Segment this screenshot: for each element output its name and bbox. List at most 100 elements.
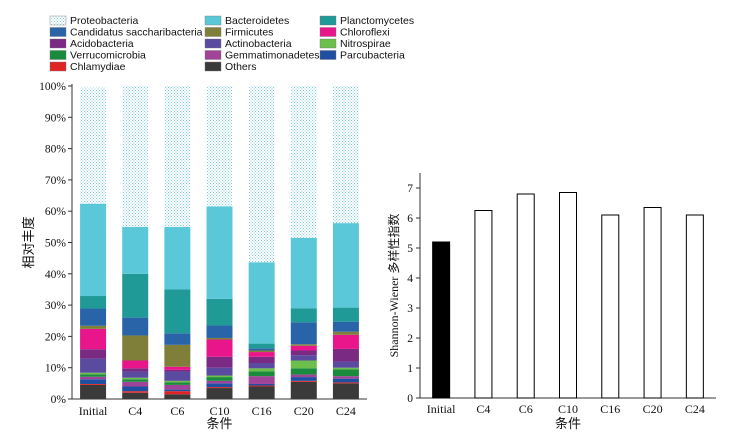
bar-segment-actinobacteria bbox=[206, 367, 233, 376]
legend-label: Nitrospirae bbox=[340, 38, 391, 50]
bar-segment-planctomycetes bbox=[290, 308, 317, 323]
legend-swatch bbox=[319, 27, 337, 37]
legend-label: Bacteroidetes bbox=[225, 15, 289, 27]
y-tick-label: 4 bbox=[407, 273, 413, 285]
y-tick-label: 2 bbox=[407, 333, 413, 345]
x-tick-label: C4 bbox=[128, 404, 142, 418]
legend-swatch bbox=[204, 15, 222, 26]
legend-item-acidobacteria: Acidobacteria bbox=[49, 38, 134, 50]
bar-segment-gemmatimonadetes bbox=[290, 374, 317, 378]
bar-segment-actinobacteria bbox=[80, 358, 107, 373]
bar-segment-actinobacteria bbox=[290, 355, 317, 361]
legend-swatch bbox=[204, 38, 222, 49]
x-tick-label: C20 bbox=[294, 404, 314, 418]
stacked-bar-c10 bbox=[206, 86, 233, 399]
x-tick-label: Initial bbox=[79, 404, 108, 418]
legend-item-proteobacteria: Proteobacteria bbox=[49, 15, 138, 27]
bar-segment-bacteroidetes bbox=[80, 203, 107, 297]
bar-segment-chlamydiae bbox=[164, 391, 191, 395]
bar-segment-bacteroidetes bbox=[332, 223, 359, 308]
bar-segment-verrucomicrobia bbox=[164, 382, 191, 385]
bar-segment-bacteroidetes bbox=[164, 226, 191, 290]
y-tick-label: 80% bbox=[45, 144, 67, 156]
bar-segment-planctomycetes bbox=[164, 289, 191, 334]
bar-segment-gemmatimonadetes bbox=[332, 376, 359, 379]
legend-label: Actinobacteria bbox=[225, 38, 292, 50]
stacked-bar-c20 bbox=[290, 86, 317, 399]
legend-swatch bbox=[49, 38, 67, 49]
legend-item-bacteroidetes: Bacteroidetes bbox=[204, 15, 289, 27]
y-axis-label: Shannon-Wiener 多样性指数 bbox=[386, 214, 401, 358]
legend-item-parcubacteria: Parcubacteria bbox=[319, 50, 405, 62]
bar-segment-acidobacteria bbox=[332, 348, 359, 362]
bar-segment-firmicutes bbox=[122, 335, 149, 361]
legend-label: Acidobacteria bbox=[70, 38, 134, 50]
bar-segment-candidatus-saccharibacteria bbox=[332, 321, 359, 332]
x-tick-label: C6 bbox=[170, 404, 184, 418]
bar-segment-parcubacteria bbox=[122, 386, 149, 392]
bar-segment-actinobacteria bbox=[248, 363, 275, 369]
y-tick-label: 100% bbox=[39, 81, 66, 93]
bar-segment-proteobacteria bbox=[80, 87, 107, 204]
bar-segment-parcubacteria bbox=[332, 378, 359, 383]
bar-segment-nitrospirae bbox=[164, 380, 191, 383]
legend-swatch bbox=[319, 15, 337, 26]
bar-segment-parcubacteria bbox=[206, 383, 233, 388]
x-axis-label: 条件 bbox=[206, 416, 232, 431]
bar-segment-firmicutes bbox=[206, 337, 233, 340]
legend-label: Chloroflexi bbox=[340, 27, 390, 39]
bar-segment-parcubacteria bbox=[80, 379, 107, 384]
bar-segment-firmicutes bbox=[80, 325, 107, 329]
y-tick-label: 10% bbox=[45, 363, 67, 375]
bar-segment-proteobacteria bbox=[290, 86, 317, 238]
legend-swatch bbox=[319, 50, 337, 60]
legend-swatch bbox=[49, 15, 67, 26]
bar-segment-chlamydiae bbox=[80, 383, 107, 385]
legend-item-gemmatimonadetes: Gemmatimonadetes bbox=[204, 50, 320, 62]
bar-segment-planctomycetes bbox=[206, 298, 233, 326]
bar-segment-nitrospirae bbox=[290, 360, 317, 369]
stacked-bar-initial bbox=[80, 87, 107, 399]
x-tick-label: Initial bbox=[427, 402, 456, 416]
bar-segment-chlamydiae bbox=[122, 391, 149, 393]
bar-segment-firmicutes bbox=[164, 344, 191, 367]
legend-label: Candidatus saccharibacteria bbox=[70, 27, 203, 39]
diversity-index-chart: 0 1 2 3 4 5 6 7 Initial C4 C6 C10 C16 C20 C24 条件 Shannon… bbox=[386, 173, 716, 431]
legend-item-verrucomicrobia: Verrucomicrobia bbox=[49, 50, 146, 62]
legend-label: Proteobacteria bbox=[70, 15, 138, 27]
bar-segment-actinobacteria bbox=[164, 371, 191, 381]
legend-item-candidatus-saccharibacteria: Candidatus saccharibacteria bbox=[49, 27, 203, 39]
bar-segment-gemmatimonadetes bbox=[122, 381, 149, 387]
bar-segment-bacteroidetes bbox=[248, 262, 275, 344]
stacked-bar-c16 bbox=[248, 86, 275, 399]
legend-label: Parcubacteria bbox=[340, 50, 405, 62]
bar-segment-acidobacteria bbox=[290, 350, 317, 356]
bar-segment-nitrospirae bbox=[122, 377, 149, 380]
bar-segment-acidobacteria bbox=[248, 356, 275, 364]
x-tick-label: C16 bbox=[252, 404, 272, 418]
bar-segment-proteobacteria bbox=[122, 86, 149, 227]
y-tick-label: 5 bbox=[407, 243, 413, 255]
y-tick-label: 40% bbox=[45, 269, 67, 281]
bar-segment-gemmatimonadetes bbox=[248, 376, 275, 384]
legend-item-planctomycetes: Planctomycetes bbox=[319, 15, 414, 27]
legend-item-chlamydiae: Chlamydiae bbox=[49, 61, 126, 73]
bar-segment-verrucomicrobia bbox=[80, 374, 107, 377]
y-tick-label: 1 bbox=[407, 363, 413, 375]
bar-segment-acidobacteria bbox=[122, 368, 149, 372]
bar-initial bbox=[432, 241, 451, 399]
bar-segment-actinobacteria bbox=[122, 371, 149, 378]
bar-segment-proteobacteria bbox=[164, 86, 191, 227]
bar-segment-verrucomicrobia bbox=[248, 371, 275, 377]
bar-segment-gemmatimonadetes bbox=[80, 376, 107, 380]
bar-segment-parcubacteria bbox=[248, 383, 275, 386]
x-tick-label: C10 bbox=[209, 404, 229, 418]
bar-segment-candidatus-saccharibacteria bbox=[80, 308, 107, 326]
x-tick-label: C10 bbox=[558, 402, 578, 416]
bar-c16 bbox=[601, 214, 620, 399]
y-tick-label: 60% bbox=[45, 206, 67, 218]
legend-swatch bbox=[204, 50, 222, 60]
legend-item-others: Others bbox=[204, 61, 257, 73]
